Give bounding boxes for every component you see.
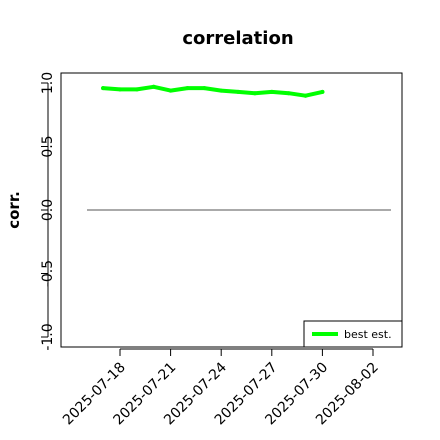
y-axis: -1.0 -0.5 0.0 0.5 1.0 bbox=[40, 72, 56, 351]
data-point bbox=[303, 93, 308, 98]
y-tick-label: 0.5 bbox=[40, 135, 56, 157]
data-point bbox=[118, 87, 122, 92]
chart-title: correlation bbox=[182, 28, 293, 49]
legend-label-best-est: best est. bbox=[344, 328, 392, 341]
data-point bbox=[236, 89, 241, 94]
data-point bbox=[286, 91, 291, 96]
y-tick-label: -1.0 bbox=[40, 323, 56, 350]
data-point bbox=[185, 86, 190, 91]
series-line-best-est bbox=[101, 84, 325, 98]
data-point bbox=[252, 91, 257, 96]
x-axis: 2025-07-182025-07-212025-07-242025-07-27… bbox=[60, 348, 382, 428]
data-point bbox=[320, 89, 325, 94]
data-point bbox=[269, 89, 274, 94]
y-axis-label: corr. bbox=[5, 191, 23, 229]
data-point bbox=[101, 86, 106, 91]
data-point bbox=[202, 86, 207, 91]
data-point bbox=[134, 87, 139, 92]
series-layer bbox=[101, 84, 325, 98]
y-tick-label: 1.0 bbox=[40, 72, 56, 94]
y-tick-label: 0.0 bbox=[40, 199, 56, 221]
data-point bbox=[219, 88, 224, 93]
y-tick-label: -0.5 bbox=[40, 260, 56, 287]
data-point bbox=[168, 88, 173, 93]
plot-frame bbox=[60, 72, 403, 348]
data-point bbox=[151, 84, 156, 89]
legend: best est. bbox=[303, 320, 403, 348]
